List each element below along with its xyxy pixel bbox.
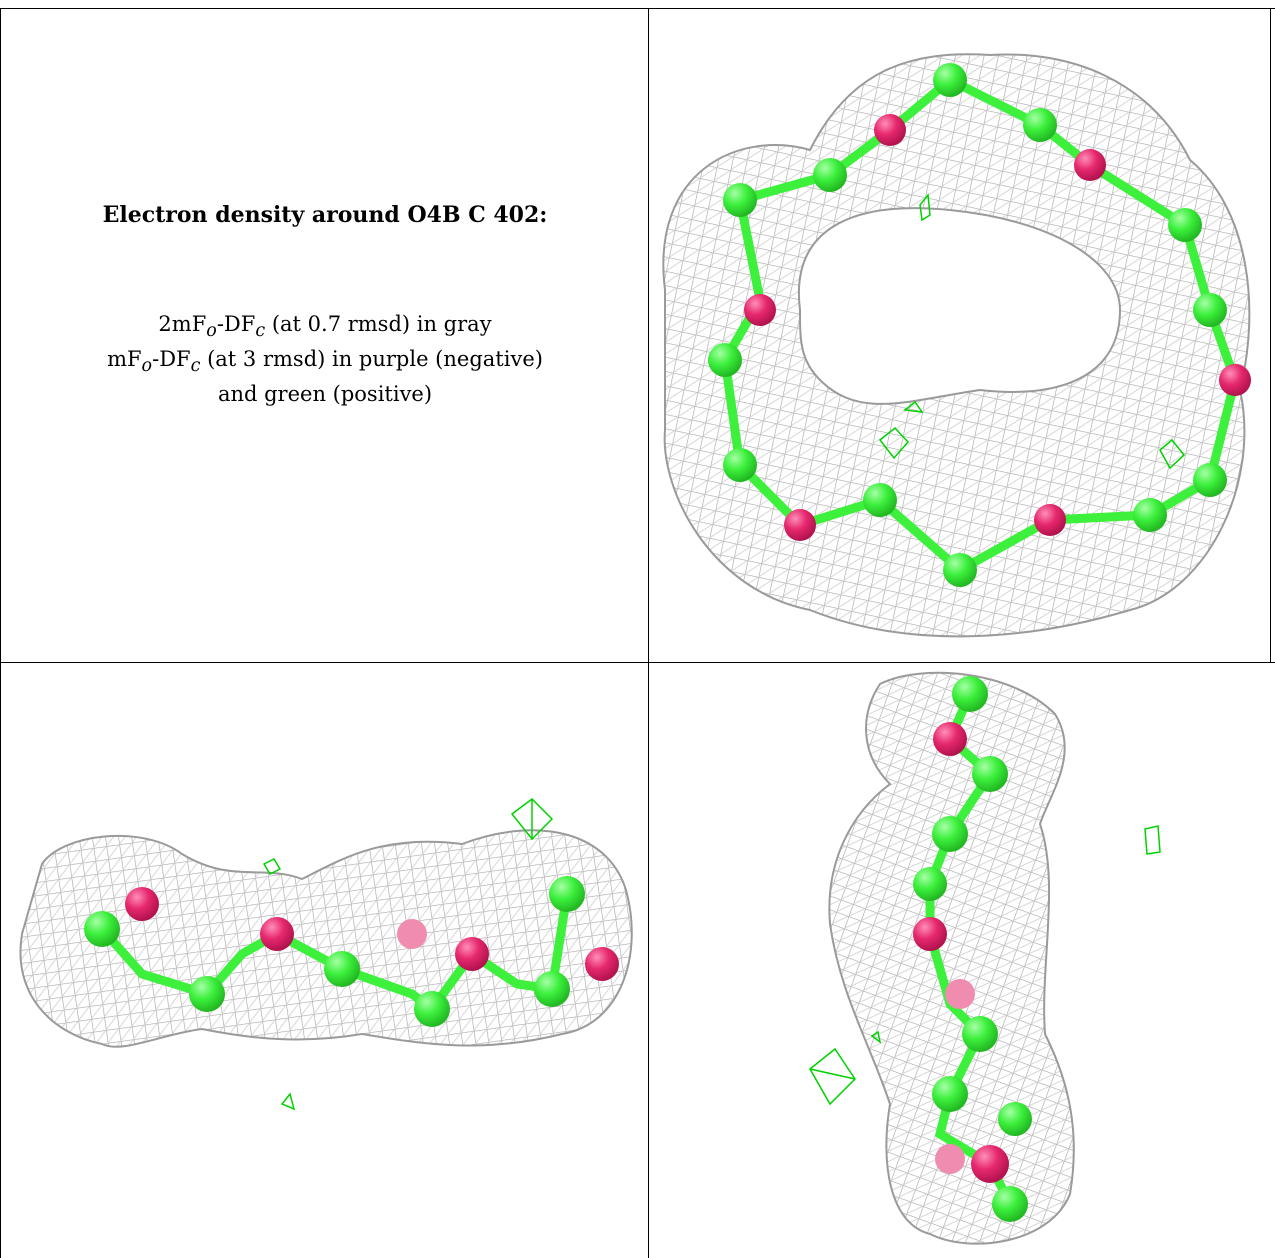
caption-line-2fo-fc: 2mFo-DFc (at 0.7 rmsd) in gray — [20, 310, 630, 345]
table-border-right — [1270, 8, 1271, 663]
density-mesh — [662, 53, 1251, 638]
caption-line1-sub-c: c — [255, 321, 266, 342]
carbon-atoms — [708, 63, 1227, 587]
caption-line2-sub-c: c — [190, 356, 201, 377]
density-mesh — [19, 829, 633, 1048]
density-view-top — [650, 10, 1268, 660]
caption-line2-sub-o: o — [141, 356, 153, 377]
figure-caption: Electron density around O4B C 402: 2mFo-… — [20, 200, 630, 408]
oxygen-atoms — [125, 887, 619, 981]
caption-title: Electron density around O4B C 402: — [102, 202, 548, 228]
caption-line2-prefix: mF — [107, 347, 142, 372]
carbon-atoms — [913, 676, 1032, 1222]
caption-line-3: and green (positive) — [217, 382, 433, 407]
density-image-vertical — [809, 671, 1161, 1245]
caption-line-fo-fc: mFo-DFc (at 3 rmsd) in purple (negative) — [20, 345, 630, 380]
positive-difference-density — [809, 825, 1161, 1106]
caption-line2-suffix: (at 3 rmsd) in purple (negative) — [200, 347, 543, 372]
caption-line2-mid: -DF — [152, 347, 191, 372]
density-view-vertical — [650, 664, 1270, 1256]
density-mesh — [828, 671, 1075, 1245]
oxygen-atoms — [744, 114, 1251, 541]
caption-line1-sub-o: o — [206, 321, 217, 342]
caption-line1-prefix: 2mF — [158, 312, 207, 336]
table-divider-horizontal — [0, 662, 1275, 663]
positive-difference-density — [262, 798, 554, 1111]
density-view-side — [2, 664, 647, 1256]
density-image-side — [19, 798, 633, 1111]
table-divider-vertical — [648, 8, 649, 1258]
density-image-ring — [662, 53, 1251, 638]
caption-line1-mid: -DF — [216, 312, 256, 336]
table-border-top — [0, 8, 1275, 9]
carbon-atoms — [84, 876, 585, 1027]
oxygen-atoms — [913, 722, 1009, 1183]
caption-line1-suffix: (at 0.7 rmsd) in gray — [265, 312, 492, 336]
positive-difference-density — [878, 193, 1186, 470]
table-border-left — [0, 8, 1, 1258]
